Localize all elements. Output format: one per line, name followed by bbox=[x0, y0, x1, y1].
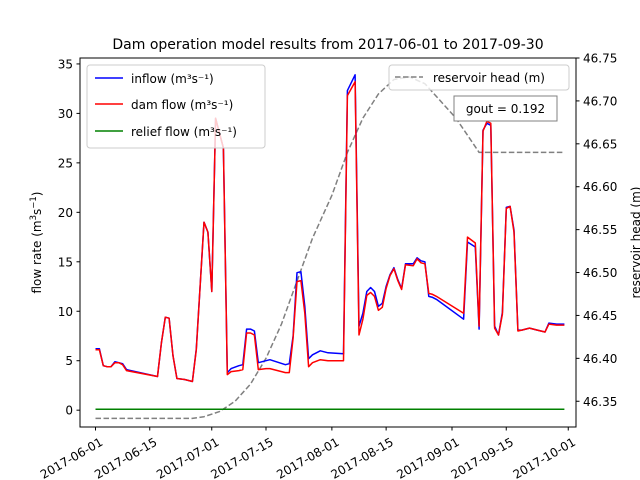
y-right-tick-label: 46.50 bbox=[583, 266, 617, 280]
y-right-tick-label: 46.60 bbox=[583, 180, 617, 194]
y-right-tick-label: 46.45 bbox=[583, 309, 617, 323]
y-left-tick-label: 25 bbox=[58, 156, 73, 170]
plot-frame bbox=[79, 57, 577, 428]
legend-dam-flow-label: dam flow (m³s⁻¹) bbox=[131, 98, 233, 112]
y-left-tick-label: 15 bbox=[58, 255, 73, 269]
gout-annotation-text: gout = 0.192 bbox=[466, 102, 545, 116]
chart-title: Dam operation model results from 2017-06… bbox=[112, 37, 543, 53]
legend-inflow-label: inflow (m³s⁻¹) bbox=[131, 72, 214, 86]
y-right-tick-label: 46.40 bbox=[583, 352, 617, 366]
y-left-tick-label: 20 bbox=[58, 206, 73, 220]
series-line-reservoir-head bbox=[95, 76, 565, 420]
y-right-tick-label: 46.70 bbox=[583, 94, 617, 108]
legend-reservoir-head-label: reservoir head (m) bbox=[433, 71, 545, 85]
gout-annotation-box bbox=[453, 95, 558, 122]
legend-left-frame bbox=[86, 64, 266, 149]
y-right-tick-label: 46.35 bbox=[583, 395, 617, 409]
y-axis-right-title: reservoir head (m) bbox=[629, 187, 640, 299]
legend-relief-flow-label: relief flow (m³s⁻¹) bbox=[131, 125, 237, 139]
y-left-tick-label: 0 bbox=[65, 404, 73, 418]
series-layer bbox=[95, 74, 565, 420]
y-right-tick-label: 46.65 bbox=[583, 137, 617, 151]
legend-left: inflow (m³s⁻¹) dam flow (m³s⁻¹) relief f… bbox=[86, 64, 266, 149]
y-left-tick-label: 10 bbox=[58, 305, 73, 319]
y-right-tick-label: 46.75 bbox=[583, 52, 617, 66]
gout-annotation: gout = 0.192 bbox=[453, 95, 558, 122]
y-left-tick-label: 5 bbox=[65, 354, 73, 368]
y-right-tick-label: 46.55 bbox=[583, 223, 617, 237]
y-left-tick-label: 30 bbox=[58, 107, 73, 121]
y-axis-left-title: flow rate (m3s−1) bbox=[29, 191, 44, 293]
y-axis-left: 0 5 10 15 20 25 30 35 bbox=[58, 57, 80, 418]
legend-right: reservoir head (m) bbox=[388, 64, 570, 91]
y-left-tick-label: 35 bbox=[58, 57, 73, 71]
legend-right-frame bbox=[388, 64, 570, 91]
series-line-dam-flow bbox=[95, 80, 565, 383]
y-axis-right: 46.35 46.40 46.45 46.50 46.55 46.60 46.65 46.70… bbox=[576, 52, 617, 409]
